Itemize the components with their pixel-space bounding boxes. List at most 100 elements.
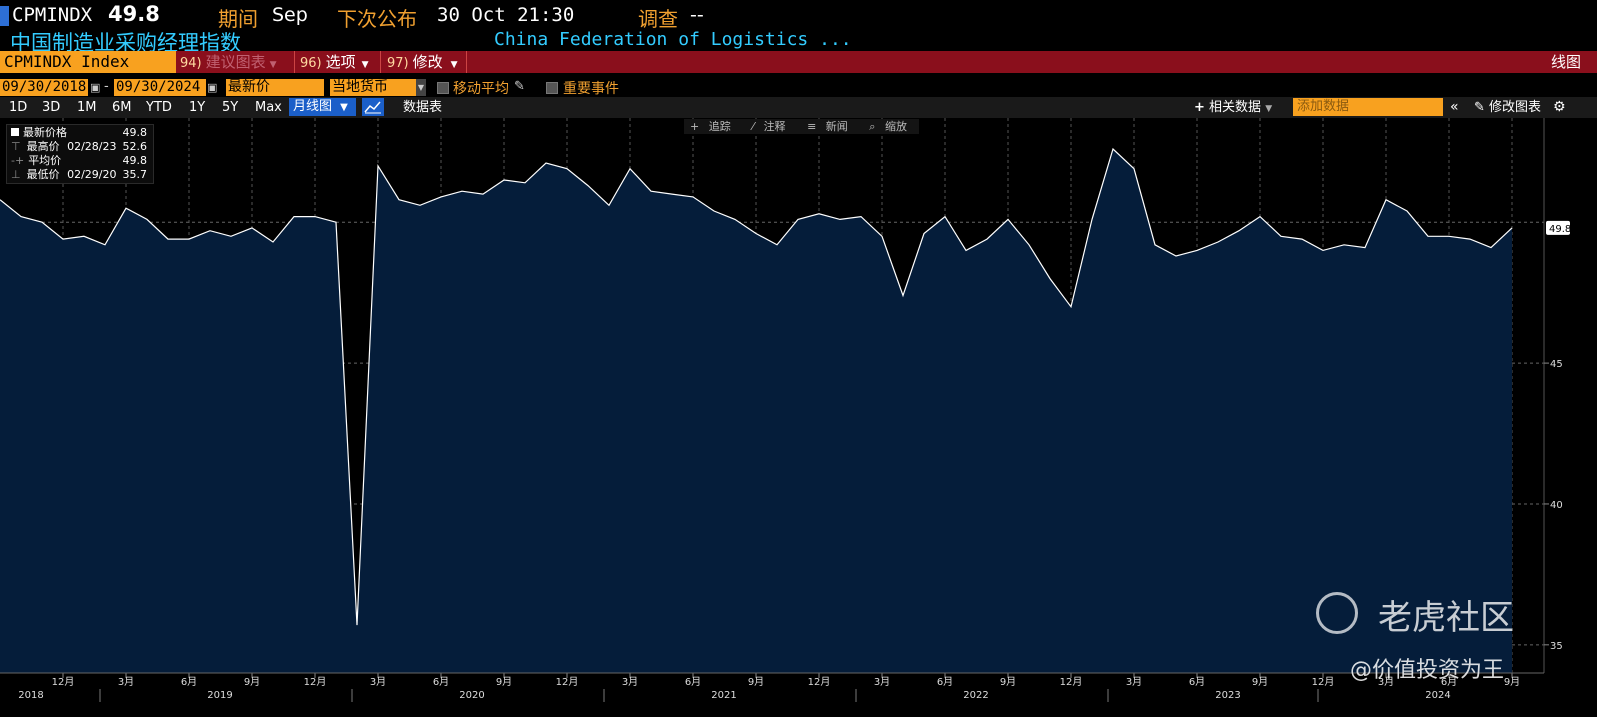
news-tool[interactable]: ≡ 新闻 [807,120,848,133]
period-1y[interactable]: 1Y [189,100,206,115]
zoom-tool[interactable]: ⌕ 缩放 [869,120,907,133]
x-tick-label: 6月 [685,676,701,688]
period-5y[interactable]: 5Y [222,100,239,115]
plus-icon: + [1194,100,1205,115]
legend-date: 02/28/23 [67,140,117,153]
collapse-icon[interactable]: « [1450,99,1459,115]
square-icon [11,128,19,136]
x-tick-label: 3月 [370,676,386,688]
divider [294,51,295,73]
tool-label: 追踪 [708,120,731,133]
x-tick-label: 12月 [1312,676,1335,688]
year-label: 2021 [711,690,736,701]
events-label: 重要事件 [563,81,619,97]
chart-type-select[interactable]: 月线图 ▼ [289,98,356,116]
annotate-tool[interactable]: ⁄ 注释 [752,120,786,133]
crosshair-tool[interactable]: + 追踪 [690,120,731,133]
add-data-input[interactable]: 添加数据 [1293,98,1443,116]
x-tick-label: 9月 [244,676,260,688]
survey-label: 调查 [638,7,678,31]
last-value-box [1546,220,1570,235]
calendar-icon[interactable]: ▣ [90,81,101,94]
tiger-logo-icon [1316,592,1358,634]
menu-label: 选项 [325,53,356,71]
source-name[interactable]: China Federation of Logistics ... [494,29,852,50]
calendar-icon[interactable]: ▣ [207,81,218,94]
period-1d[interactable]: 1D [9,100,28,115]
moving-average-label: 移动平均 [453,81,509,97]
edit-chart-button[interactable]: ✎ 修改图表 [1474,97,1541,118]
x-tick-label: 9月 [748,676,764,688]
watermark-author: @价值投资为王 [1350,658,1505,683]
x-tick-label: 9月 [1252,676,1268,688]
x-tick-label: 12月 [1060,676,1083,688]
chart-type-label: 月线图 [293,99,333,114]
chevron-down-icon[interactable]: ▼ [416,79,426,96]
moving-average-checkbox[interactable] [437,82,449,94]
chart-legend[interactable]: 最新价格 49.8 ⊤ 最高价 02/28/23 52.6 -+ 平均价 49.8 … [6,124,154,184]
year-label: 2018 [18,690,43,701]
x-tick-label: 12月 [52,676,75,688]
x-tick-label: 3月 [874,676,890,688]
menu-label: 建议图表 [205,53,266,71]
year-label: 2020 [459,690,484,701]
period-3d[interactable]: 3D [42,100,61,115]
legend-high-value: 52.6 [122,140,148,153]
gear-icon[interactable]: ⚙ [1553,99,1566,115]
suggested-charts-menu[interactable]: 94) 建议图表 ▼ [180,51,277,73]
last-value: 49.8 [108,2,160,26]
period-ytd[interactable]: YTD [146,100,172,115]
x-tick-label: 12月 [808,676,831,688]
related-data-label: 相关数据 [1209,100,1262,115]
currency-select[interactable]: 当地货币 [330,79,416,96]
legend-row-high: ⊤ 最高价 02/28/23 [11,140,117,153]
chevron-down-icon: ▼ [340,102,348,113]
x-tick-label: 3月 [1126,676,1142,688]
legend-average-value: 49.8 [122,154,148,167]
x-tick-label: 6月 [433,676,449,688]
pencil-icon: ✎ [1474,100,1485,115]
legend-date: 02/29/20 [67,168,117,181]
x-tick-label: 9月 [496,676,512,688]
pencil-icon[interactable]: ✎ [514,79,525,94]
year-label: 2019 [207,690,232,701]
edit-menu[interactable]: 97) 修改 ▼ [387,51,458,73]
period-label: 期间 [218,7,258,31]
low-marker-icon: ⊥ [11,168,21,181]
related-data-button[interactable]: + 相关数据 ▼ [1194,97,1272,118]
period-value: Sep [272,4,308,26]
tool-label: 缩放 [884,120,907,133]
ticker-marker [0,6,9,26]
legend-row-low: ⊥ 最低价 02/29/20 [11,168,117,181]
tool-label: 新闻 [825,120,848,133]
chevron-down-icon: ▼ [269,60,277,70]
menu-bar [0,51,1597,73]
period-toolbar [0,97,1597,118]
events-checkbox[interactable] [546,82,558,94]
data-table-button[interactable]: 数据表 [403,100,443,115]
legend-low-value: 35.7 [122,168,148,181]
date-dash: - [104,79,109,94]
last-value-marker: 49.8 [1546,220,1571,235]
y-tick-label: 35 [1550,641,1563,652]
start-date-input[interactable]: 09/30/2018 [0,79,88,96]
menu-number: 94) [180,56,202,71]
options-menu[interactable]: 96) 选项 ▼ [300,51,369,73]
year-label: 2023 [1215,690,1240,701]
chart-tools: + 追踪 ⁄ 注释 ≡ 新闻 ⌕ 缩放 [684,119,919,134]
x-tick-label: 12月 [304,676,327,688]
security-field[interactable]: CPMINDX Index [0,51,176,73]
period-6m[interactable]: 6M [112,100,132,115]
period-1m[interactable]: 1M [77,100,97,115]
field-select[interactable]: 最新价 [226,79,324,96]
series-line [0,147,1513,626]
y-axis: 35 40 45 49.8 [1543,118,1571,673]
end-date-input[interactable]: 09/30/2024 [114,79,206,96]
chevron-down-icon: ▼ [1265,104,1273,114]
chart-kind-label: 线图 [1550,53,1581,71]
period-max[interactable]: Max [255,100,282,115]
menu-number: 96) [300,56,322,71]
line-chart-icon[interactable] [362,98,384,116]
x-axis: 12月 3月 6月 9月 12月 3月 6月 9月 12月 3月 6月 9月 12月 3月 6月 9月 12月 3… [0,672,1544,702]
